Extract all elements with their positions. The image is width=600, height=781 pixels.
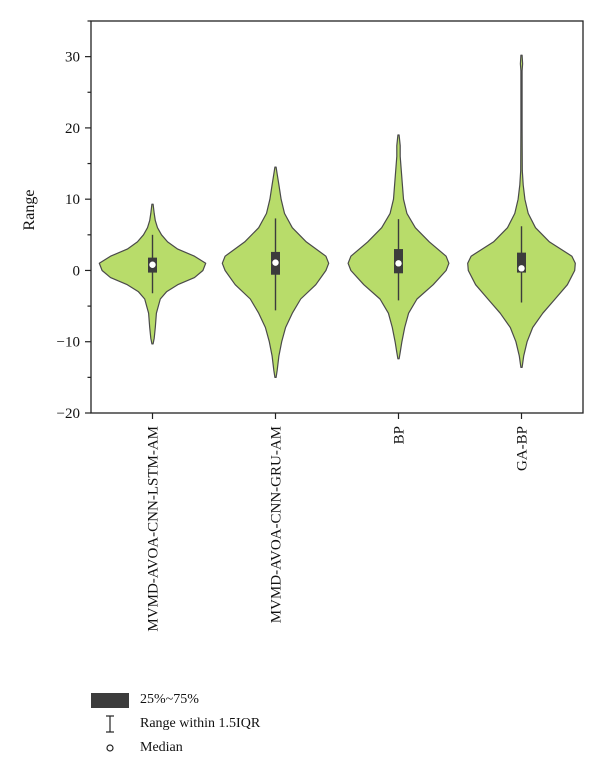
plot-frame <box>90 20 584 414</box>
y-tick-label: 0 <box>73 263 81 279</box>
x-tick-label: MVMD-AVOA-CNN-GRU-AM <box>269 426 285 623</box>
x-axis: MVMD-AVOA-CNN-LSTM-AM MVMD-AVOA-CNN-GRU-A… <box>146 413 531 632</box>
y-axis: −20 −10 0 10 20 30 <box>57 20 91 422</box>
y-tick-label: −20 <box>57 406 80 422</box>
x-tick-label: MVMD-AVOA-CNN-LSTM-AM <box>146 426 162 632</box>
x-tick-label: BP <box>392 426 408 444</box>
y-tick-label: 30 <box>65 50 80 66</box>
legend-item-range: Range within 1.5IQR <box>90 712 260 736</box>
violins-layer <box>98 54 576 378</box>
violin-median <box>518 265 525 272</box>
whisker-icon <box>90 715 130 733</box>
violin-median <box>272 259 279 266</box>
y-tick-label: 10 <box>65 192 80 208</box>
y-axis-title: Range <box>21 190 38 231</box>
legend-label-median: Median <box>140 740 183 755</box>
violin-iqr-box <box>517 252 526 273</box>
legend-item-iqr: 25%~75% <box>90 688 260 712</box>
violin-median <box>149 261 156 268</box>
y-tick-label: −10 <box>57 335 80 351</box>
median-dot-icon <box>90 743 130 753</box>
y-tick-label: 20 <box>65 121 80 137</box>
iqr-box-icon <box>90 692 130 708</box>
x-tick-label: GA-BP <box>515 426 531 471</box>
legend-item-median: Median <box>90 736 260 760</box>
violin-median <box>395 260 402 267</box>
legend-label-iqr: 25%~75% <box>140 692 199 707</box>
violin-body <box>467 54 576 368</box>
legend: 25%~75% Range within 1.5IQR Median <box>90 688 260 760</box>
legend-label-range: Range within 1.5IQR <box>140 716 261 731</box>
